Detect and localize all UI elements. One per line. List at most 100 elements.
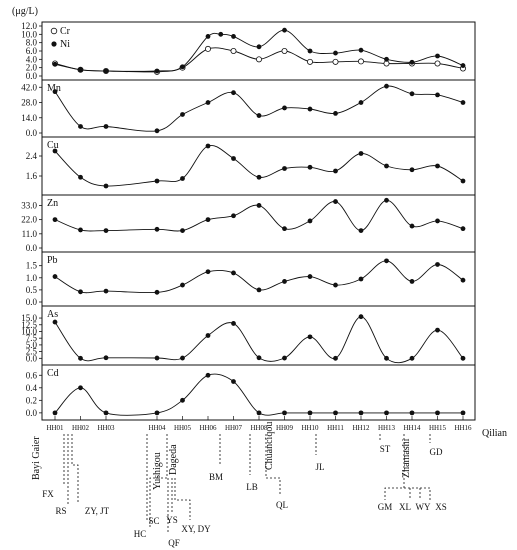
data-point — [180, 176, 185, 181]
leader-line — [174, 478, 191, 520]
y-tick-label: 2.0 — [26, 63, 38, 73]
y-tick-label: 0.0 — [26, 353, 38, 363]
data-point — [256, 203, 262, 208]
panel-cd: 0.0 0.2 0.4 0.6 Cd — [26, 364, 476, 421]
data-point — [358, 276, 364, 282]
data-point — [333, 199, 338, 204]
data-point — [333, 111, 338, 116]
data-point — [180, 397, 185, 403]
place-label: HC — [134, 529, 147, 539]
y-tick-label: 0.6 — [26, 370, 38, 380]
data-point — [231, 213, 236, 219]
panel-frame — [41, 251, 476, 307]
place-label: LB — [246, 482, 258, 492]
data-point — [256, 44, 262, 50]
series-line-zn — [54, 199, 464, 232]
place-label: Yushigou — [152, 452, 163, 490]
y-tick-label: 11.0 — [22, 229, 38, 239]
data-point — [218, 31, 224, 37]
data-point — [332, 58, 339, 65]
data-point — [78, 355, 83, 361]
panel-frame — [41, 364, 476, 421]
y-tick-label: 14.0 — [21, 113, 37, 123]
data-point — [384, 258, 389, 264]
y-tick-label: 10.0 — [21, 29, 37, 39]
data-point — [435, 53, 440, 59]
data-point — [154, 355, 160, 361]
y-tick-label: 7.5 — [26, 333, 38, 343]
x-tick-label: HH05 — [174, 424, 192, 432]
data-point — [409, 410, 415, 416]
series-line-pb — [54, 260, 464, 294]
x-tick-label: HH03 — [97, 424, 115, 432]
y-tick-label: 0.0 — [26, 243, 38, 253]
data-point — [307, 410, 313, 416]
data-point — [306, 58, 313, 65]
data-point — [231, 321, 236, 326]
data-point — [78, 67, 83, 73]
data-point — [409, 223, 415, 229]
data-point — [78, 227, 83, 233]
legend-marker-open — [50, 27, 58, 35]
panel-label: Mn — [47, 83, 61, 94]
x-tick-label: HH09 — [276, 424, 294, 432]
data-point — [205, 143, 211, 149]
data-point — [307, 334, 313, 340]
panel-pb: 0.0 0.5 1.0 1.5 Pb — [26, 251, 476, 307]
x-tick-label: HH01 — [46, 424, 64, 432]
data-point — [154, 128, 160, 134]
data-point — [435, 262, 440, 267]
x-tick-label: HH16 — [454, 424, 472, 432]
data-point — [180, 228, 185, 233]
data-point — [180, 282, 185, 288]
place-label: JL — [316, 462, 325, 472]
place-label: GM — [378, 502, 393, 512]
data-point — [282, 410, 287, 416]
data-point — [435, 92, 440, 98]
data-point — [154, 68, 160, 74]
series-line-ni — [54, 29, 464, 72]
y-tick-label: 10.0 — [21, 326, 37, 336]
data-point — [231, 156, 236, 161]
x-tick-label: HH13 — [378, 424, 396, 432]
place-label: Zhamashi — [401, 438, 412, 478]
data-point — [78, 289, 83, 295]
y-tick-label: 1.6 — [26, 171, 38, 181]
unit-label: (μg/L) — [12, 6, 38, 17]
series-line-mn — [54, 85, 464, 132]
data-point — [384, 355, 389, 361]
place-label: ST — [380, 444, 391, 454]
data-point — [282, 166, 287, 171]
y-tick-label: 0.0 — [26, 297, 38, 307]
data-point — [52, 319, 58, 325]
place-label: FX — [42, 489, 54, 499]
data-point — [282, 355, 287, 361]
data-point — [333, 410, 338, 416]
data-point — [52, 217, 58, 223]
y-tick-label: 0.0 — [26, 128, 38, 138]
data-point — [205, 34, 211, 39]
x-tick-label: HH10 — [301, 424, 319, 432]
y-tick-label: 22.0 — [21, 215, 37, 225]
data-point — [434, 60, 441, 67]
data-point — [231, 270, 236, 276]
data-point — [460, 178, 466, 184]
data-point — [358, 228, 364, 233]
data-point — [282, 279, 287, 284]
data-point — [333, 50, 338, 56]
data-point — [384, 83, 389, 89]
data-point — [205, 333, 211, 338]
data-point — [103, 355, 109, 361]
place-label: Bayi Gaier — [31, 436, 42, 480]
data-point — [358, 314, 364, 320]
data-point — [409, 91, 415, 97]
data-point — [460, 277, 466, 283]
legend-label: Ni — [60, 39, 70, 50]
data-point — [307, 48, 313, 54]
data-point — [52, 148, 58, 154]
y-tick-label: 5.0 — [26, 340, 38, 350]
place-label: WY — [416, 502, 431, 512]
data-point — [358, 151, 364, 156]
panel-mn: 0.0 14.0 28.0 42.0 Mn — [21, 79, 476, 138]
data-point — [409, 167, 415, 173]
